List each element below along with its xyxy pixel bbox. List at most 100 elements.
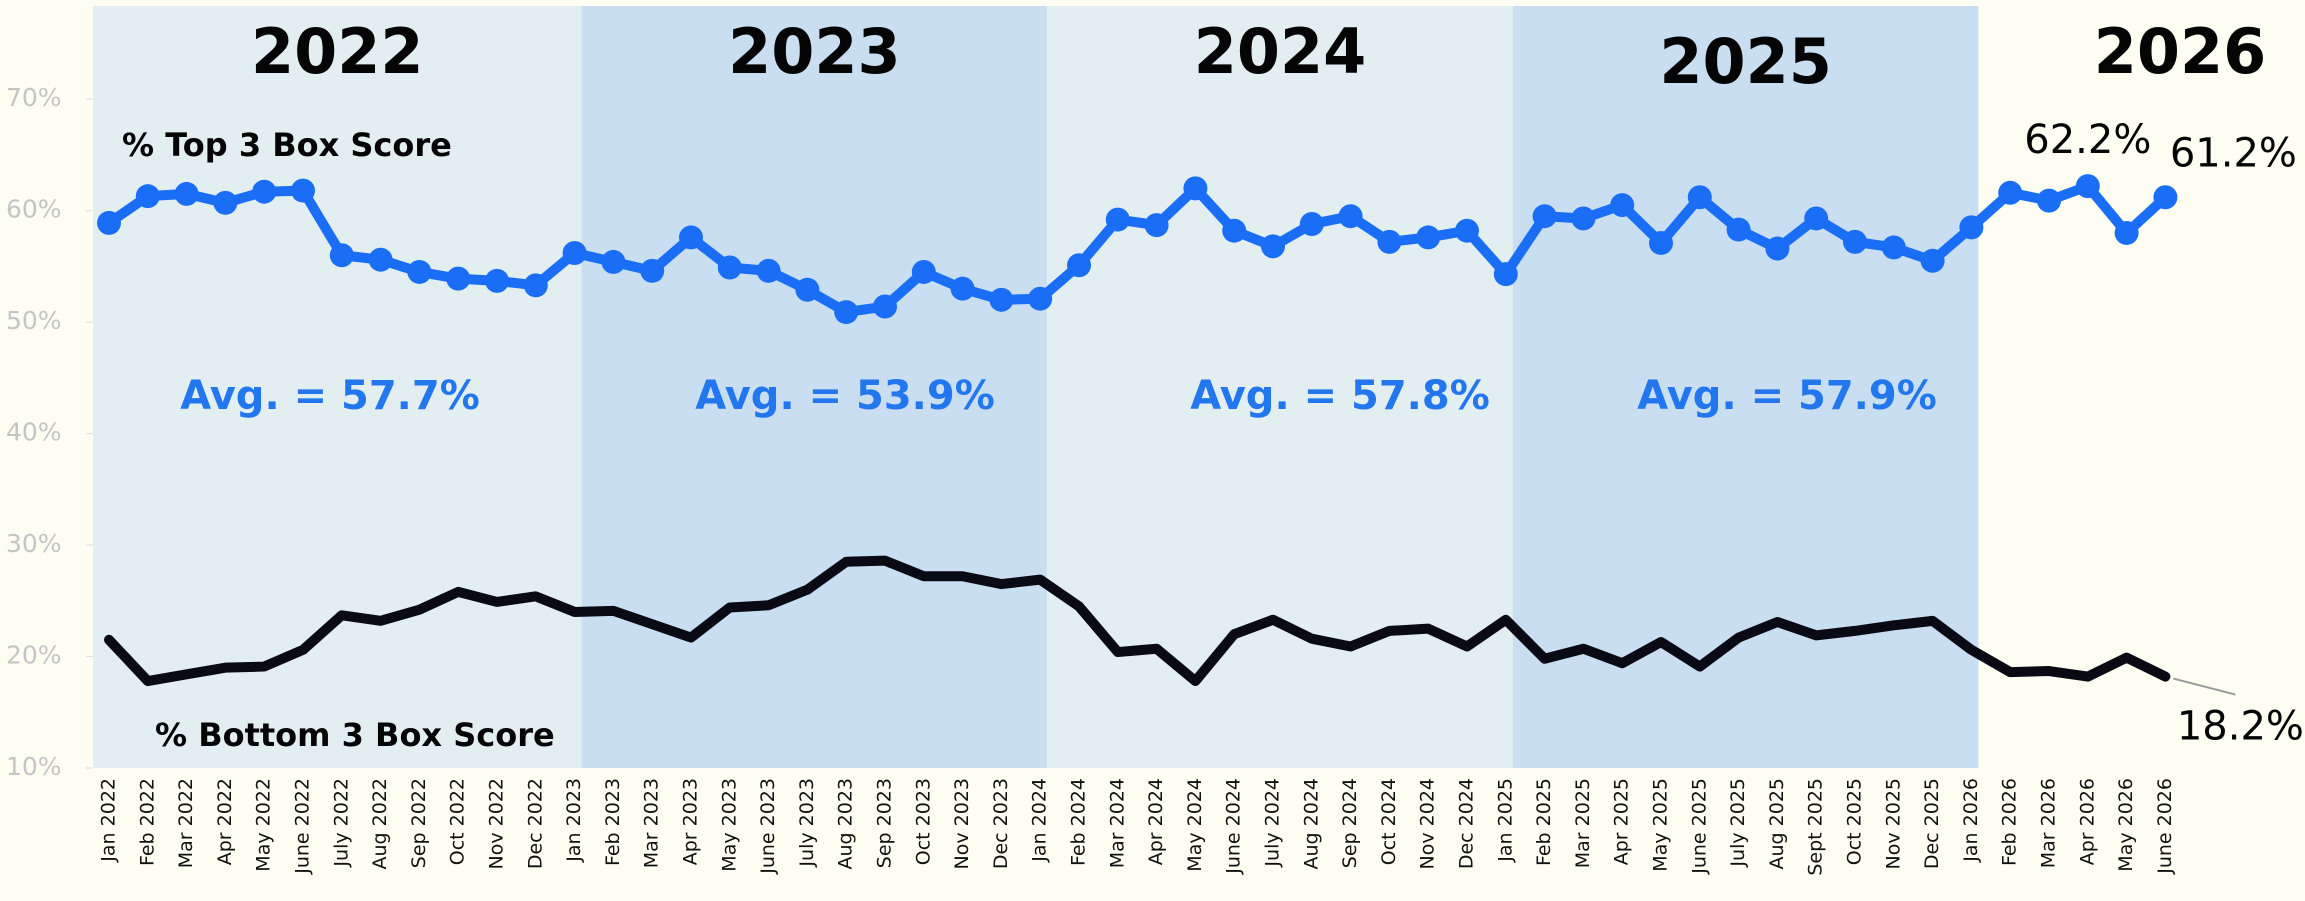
x-tick-label: Nov 2025 <box>1882 778 1904 869</box>
series-marker <box>1338 204 1363 229</box>
x-tick-label: Sept 2025 <box>1805 778 1827 876</box>
series-marker <box>1726 217 1751 242</box>
x-tick-label: Apr 2022 <box>214 778 236 865</box>
x-tick-label: Mar 2025 <box>1572 778 1594 868</box>
x-tick-label: Oct 2023 <box>912 778 934 865</box>
average-label: Avg. = 53.9% <box>695 373 995 419</box>
series-marker <box>2153 185 2178 210</box>
x-tick-label: Aug 2024 <box>1300 778 1322 870</box>
x-tick-label: Jan 2023 <box>563 778 585 863</box>
year-label: 2025 <box>1659 25 1832 98</box>
x-tick-label: Dec 2024 <box>1456 778 1478 869</box>
series-label: % Bottom 3 Box Score <box>155 716 555 754</box>
year-band <box>581 6 1048 768</box>
series-marker <box>679 225 703 250</box>
x-tick-label: July 2022 <box>330 778 352 868</box>
series-marker <box>873 294 897 319</box>
x-tick-label: Feb 2023 <box>602 778 624 866</box>
series-marker <box>1843 229 1867 254</box>
average-label: Avg. = 57.9% <box>1637 373 1937 419</box>
x-tick-label: May 2022 <box>253 778 275 872</box>
series-marker <box>1765 236 1790 261</box>
series-marker <box>368 247 393 272</box>
x-tick-label: Oct 2025 <box>1844 778 1866 865</box>
series-marker <box>1144 213 1169 238</box>
x-tick-label: Apr 2024 <box>1145 778 1167 865</box>
series-marker <box>2114 220 2139 245</box>
series-marker <box>911 259 936 284</box>
x-tick-label: Mar 2024 <box>1106 778 1128 868</box>
series-marker <box>1571 206 1596 231</box>
x-tick-label: Sep 2024 <box>1339 778 1361 868</box>
x-tick-label: Apr 2025 <box>1611 778 1633 865</box>
series-marker <box>1881 235 1906 260</box>
x-tick-label: Jan 2022 <box>98 778 120 863</box>
x-tick-label: Dec 2025 <box>1921 778 1943 869</box>
x-tick-label: Oct 2022 <box>447 778 469 865</box>
year-band <box>93 6 582 768</box>
series-marker <box>1959 215 1984 240</box>
series-marker <box>291 178 315 203</box>
x-tick-label: Nov 2022 <box>486 778 508 869</box>
series-marker <box>1455 218 1479 243</box>
average-label: Avg. = 57.8% <box>1190 373 1490 419</box>
series-marker <box>1183 176 1208 201</box>
x-tick-label: Feb 2025 <box>1533 778 1555 866</box>
year-band <box>1047 6 1513 768</box>
series-marker <box>601 249 626 274</box>
series-line <box>104 555 2171 687</box>
x-tick-label: July 2024 <box>1262 778 1284 868</box>
x-tick-label: Apr 2023 <box>680 778 702 865</box>
series-marker <box>1532 204 1557 229</box>
value-label: 62.2% <box>2024 117 2151 163</box>
series-marker <box>1610 193 1635 218</box>
series-marker <box>1067 253 1091 278</box>
x-tick-label: Feb 2024 <box>1068 778 1090 866</box>
series-marker <box>1377 229 1402 254</box>
series-marker <box>2075 174 2100 199</box>
y-tick-label: 70% <box>6 83 62 112</box>
year-label: 2023 <box>728 15 901 88</box>
x-tick-label: July 2023 <box>796 778 818 868</box>
x-tick-label: Sep 2023 <box>874 778 896 868</box>
x-tick-label: May 2023 <box>718 778 740 872</box>
series-marker <box>795 277 820 302</box>
x-tick-label: May 2024 <box>1184 778 1206 872</box>
series-marker <box>329 243 354 268</box>
series-marker <box>2037 188 2061 213</box>
series-marker <box>252 179 277 204</box>
leader-line <box>2173 677 2236 696</box>
x-tick-label: May 2026 <box>2115 778 2137 872</box>
series-marker <box>1416 225 1441 250</box>
x-tick-label: Oct 2024 <box>1378 778 1400 865</box>
series-marker <box>135 184 160 209</box>
series-marker <box>1028 286 1053 311</box>
x-tick-label: May 2025 <box>1650 778 1672 872</box>
x-tick-label: Dec 2022 <box>524 778 546 869</box>
series-marker <box>1649 230 1673 255</box>
year-band <box>1512 6 1979 768</box>
value-label: 61.2% <box>2170 130 2297 176</box>
series-label: % Top 3 Box Score <box>122 126 452 164</box>
year-label: 2022 <box>251 15 424 88</box>
series-marker <box>717 255 742 280</box>
series-marker <box>1493 262 1518 287</box>
series-marker <box>1804 206 1829 231</box>
y-tick-label: 60% <box>6 195 62 224</box>
y-tick-label: 40% <box>6 418 62 447</box>
series-marker <box>989 287 1014 312</box>
x-tick-label: July 2025 <box>1727 778 1749 868</box>
x-tick-label: Nov 2024 <box>1417 778 1439 869</box>
x-tick-label: June 2024 <box>1223 778 1245 875</box>
series-marker <box>1998 180 2023 205</box>
x-tick-label: Apr 2026 <box>2076 778 2098 865</box>
series-marker <box>640 258 665 283</box>
series-marker <box>562 241 587 266</box>
series-marker <box>1299 212 1324 237</box>
x-tick-label: Mar 2023 <box>641 778 663 868</box>
series-marker <box>485 268 509 293</box>
series-marker <box>1105 207 1130 232</box>
series-marker <box>1222 218 1247 243</box>
x-tick-label: Mar 2026 <box>2038 778 2060 868</box>
